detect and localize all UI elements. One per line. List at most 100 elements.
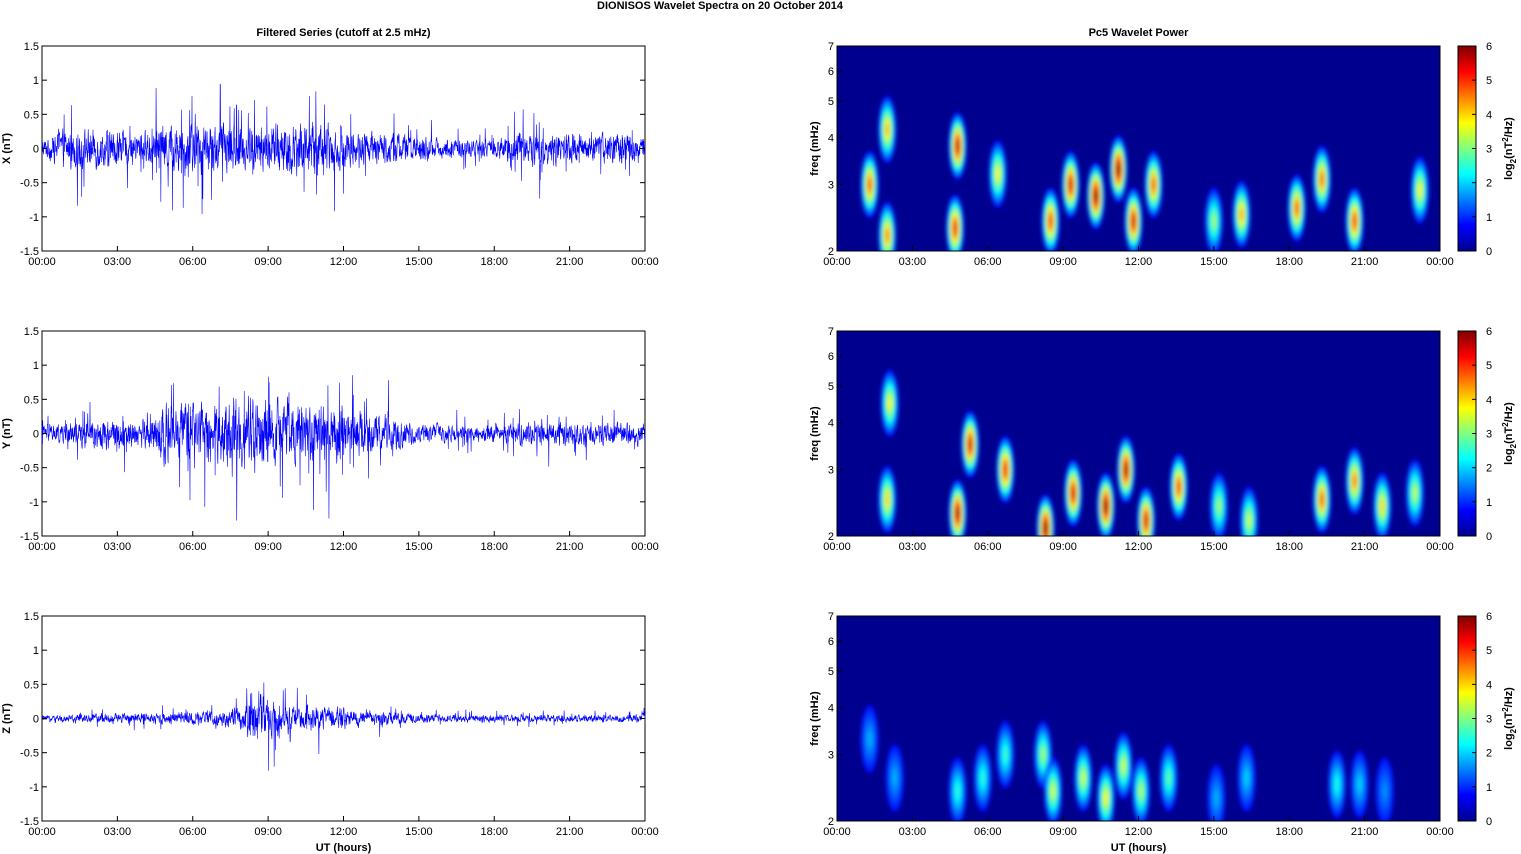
power-x-colorbar-tick-label: 6 (1486, 41, 1492, 53)
power-z-xtick-label: 00:00 (823, 826, 851, 838)
power-y-ytick-label: 3 (828, 465, 834, 477)
power-z-colorbar-label-part: log (1503, 733, 1515, 750)
series-z-axes-frame (41, 615, 646, 822)
series-y-xtick-label: 21:00 (556, 541, 584, 553)
power-y-colorbar-tick-label: 6 (1486, 326, 1492, 338)
series-x-ytick-label: 1 (33, 75, 39, 87)
power-x-colorbar-tick-label: 5 (1486, 75, 1492, 87)
power-y-hotspot-10 (1176, 480, 1181, 494)
series-x-xtick-label: 00:00 (631, 256, 659, 268)
series-y-ylabel: Y (nT) (1, 418, 13, 449)
series-y-xtick-label: 15:00 (405, 541, 433, 553)
series-z-xtick-label: 21:00 (556, 826, 584, 838)
series-z-ytick-label: 1.5 (24, 611, 39, 623)
power-y-xtick-label: 21:00 (1351, 541, 1379, 553)
power-y-hotspot-8 (1124, 462, 1128, 477)
power-z-hotspot-10 (1139, 784, 1143, 798)
power-z-colorbar-label-part: 2 (1501, 707, 1510, 712)
power-y-hotspot-12 (1247, 513, 1251, 528)
power-z-ytick-label: 3 (828, 750, 834, 762)
power-y-xtick-label: 00:00 (1426, 541, 1454, 553)
power-x-colorbar-label-part: /Hz) (1503, 117, 1515, 138)
power-z-ytick-label: 6 (828, 636, 834, 648)
series-y-xtick-label: 00:00 (631, 541, 659, 553)
series-z-xlabel: UT (hours) (316, 842, 372, 854)
power-y-hotspot-14 (1352, 474, 1357, 488)
power-y-ytick-label: 4 (828, 418, 834, 430)
power-x-colorbar-tick-label: 1 (1486, 212, 1492, 224)
power-z-hotspot-6 (1051, 784, 1055, 798)
series-x-ylabel: X (nT) (1, 133, 13, 164)
power-z-hotspot-3 (980, 771, 985, 785)
power-z-colorbar-tick-label: 2 (1486, 748, 1492, 760)
series-x-xtick-label: 12:00 (330, 256, 358, 268)
power-x-hotspot-16 (1352, 214, 1357, 228)
series-y-ytick-label: 0.5 (24, 394, 39, 406)
series-z-xtick-label: 18:00 (480, 826, 508, 838)
power-z-colorbar-tick-label: 5 (1486, 645, 1492, 657)
series-z-ytick-label: -0.5 (20, 748, 39, 760)
power-x-colorbar-label-part: 2 (1509, 158, 1518, 163)
power-y-colorbar-tick-label: 4 (1486, 394, 1492, 406)
series-x-xtick-label: 09:00 (254, 256, 282, 268)
power-x-hotspot-13 (1239, 207, 1244, 222)
series-z-xtick-label: 12:00 (330, 826, 358, 838)
power-y-colorbar-tick-label: 1 (1486, 497, 1492, 509)
power-y-hotspot-7 (1104, 499, 1108, 513)
power-z-ytick-label: 5 (828, 666, 834, 678)
power-x-xtick-label: 09:00 (1049, 256, 1077, 268)
power-x-colorbar-tick-label: 2 (1486, 178, 1492, 190)
series-z-xtick-label: 03:00 (104, 826, 132, 838)
power-y-xtick-label: 15:00 (1200, 541, 1228, 553)
power-z-colorbar-label: log2(nT2/Hz) (1501, 687, 1518, 750)
power-x-xtick-label: 12:00 (1125, 256, 1153, 268)
power-y-hotspot-3 (968, 437, 972, 452)
power-x-xtick-label: 18:00 (1275, 256, 1303, 268)
series-x-ytick-label: -0.5 (20, 178, 39, 190)
series-z-ytick-label: 0.5 (24, 679, 39, 691)
series-y-xtick-label: 06:00 (179, 541, 207, 553)
series-y-xtick-label: 12:00 (330, 541, 358, 553)
power-z-hotspot-5 (1041, 747, 1045, 762)
series-x-xtick-label: 18:00 (480, 256, 508, 268)
power-x-xtick-label: 03:00 (899, 256, 927, 268)
series-y-trace (41, 375, 646, 521)
power-x-hotspot-12 (1212, 214, 1216, 228)
series-z-xtick-label: 00:00 (28, 826, 56, 838)
power-x-xtick-label: 06:00 (974, 256, 1002, 268)
power-x-hotspot-2 (885, 122, 890, 137)
power-x-ylabel: freq (mHz) (809, 121, 821, 176)
power-z-colorbar-tick-label: 6 (1486, 611, 1492, 623)
power-x-hotspot-7 (1068, 177, 1073, 192)
series-z-ylabel: Z (nT) (1, 703, 13, 734)
power-x-ytick-label: 5 (828, 96, 834, 108)
power-z-ylabel: freq (mHz) (809, 691, 821, 746)
power-x-xtick-label: 15:00 (1200, 256, 1228, 268)
power-x-hotspot-8 (1093, 189, 1098, 203)
power-y-ytick-label: 7 (828, 326, 834, 338)
power-y-xtick-label: 00:00 (823, 541, 851, 553)
power-x-colorbar-label-part: (nT (1503, 142, 1515, 159)
power-y-colorbar-tick-label: 3 (1486, 429, 1492, 441)
series-z-xtick-label: 00:00 (631, 826, 659, 838)
power-x-hotspot-9 (1116, 162, 1121, 176)
power-z-hotspot-8 (1104, 791, 1108, 805)
power-y-colorbar-tick-label: 2 (1486, 463, 1492, 475)
power-y-hotspot-1 (887, 396, 892, 411)
power-y-hotspot-5 (1043, 521, 1048, 535)
power-x-colorbar-label: log2(nT2/Hz) (1501, 117, 1518, 180)
power-y-hotspot-16 (1413, 486, 1417, 500)
series-z-xtick-label: 09:00 (254, 826, 282, 838)
series-z-ytick-label: -1.5 (20, 816, 39, 828)
power-x-hotspot-6 (1048, 214, 1053, 228)
series-x-xtick-label: 15:00 (405, 256, 433, 268)
power-z-xtick-label: 00:00 (1426, 826, 1454, 838)
series-x-title: Filtered Series (cutoff at 2.5 mHz) (256, 27, 431, 39)
power-y-hotspot-11 (1217, 499, 1221, 513)
power-x-colorbar-tick-label: 0 (1486, 246, 1492, 258)
power-z-xtick-label: 06:00 (974, 826, 1002, 838)
power-x-hotspot-11 (1151, 177, 1156, 192)
power-y-hotspot-6 (1071, 486, 1075, 500)
power-z-hotspot-1 (892, 771, 897, 785)
power-x-ytick-label: 6 (828, 66, 834, 78)
